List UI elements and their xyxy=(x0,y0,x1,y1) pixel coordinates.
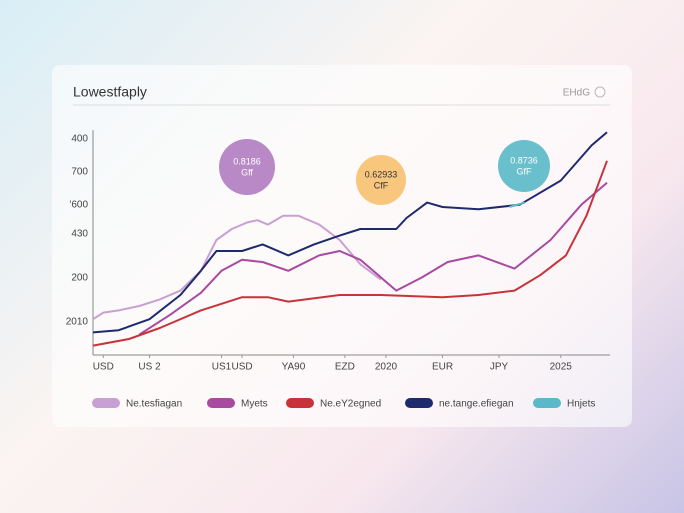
series-line xyxy=(92,214,382,321)
y-tick-label: 2010 xyxy=(66,317,89,328)
y-tick-label: '600 xyxy=(69,200,88,211)
y-tick-label: 400 xyxy=(71,134,88,145)
x-tick-label: YA90 xyxy=(282,362,306,373)
series-line xyxy=(138,182,608,336)
y-tick-label: 430 xyxy=(71,229,88,240)
annotation-bubble xyxy=(356,155,406,205)
legend-swatch xyxy=(405,398,433,408)
badge: EHdG xyxy=(563,88,590,99)
annotation-bubble xyxy=(219,139,275,195)
x-tick-label: 2025 xyxy=(550,362,573,373)
series-line xyxy=(509,201,526,208)
x-tick-label: USD xyxy=(93,362,114,373)
legend-label: Ne.tesfiagan xyxy=(126,399,182,410)
legend-swatch xyxy=(207,398,235,408)
x-tick-label: EUR xyxy=(432,362,453,373)
annotation-text: 0.8186 xyxy=(233,156,261,166)
y-tick-label: 200 xyxy=(71,273,88,284)
legend-label: Myets xyxy=(241,399,268,410)
y-tick-label: 700 xyxy=(71,167,88,178)
series-line xyxy=(92,160,608,347)
annotation-text: CfF xyxy=(374,180,389,190)
x-tick-label: EZD xyxy=(335,362,355,373)
x-tick-label: 2020 xyxy=(375,362,398,373)
legend-label: Ne.eY2egned xyxy=(320,399,381,410)
annotation-text: Gff xyxy=(241,167,253,177)
legend-label: ne.tange.efiegan xyxy=(439,399,514,410)
icon xyxy=(594,86,606,98)
legend-label: Hnjets xyxy=(567,399,595,410)
legend-swatch xyxy=(92,398,120,408)
annotation-text: 0.62933 xyxy=(365,169,398,179)
annotation-text: 0.8736 xyxy=(510,155,538,165)
x-tick-label: US 2 xyxy=(138,362,161,373)
legend-swatch xyxy=(286,398,314,408)
annotation-bubble xyxy=(498,140,550,192)
chart-title: Lowestfaply xyxy=(73,84,147,100)
legend-swatch xyxy=(533,398,561,408)
annotation-text: GfF xyxy=(517,166,533,176)
card xyxy=(52,65,632,427)
series-line xyxy=(92,131,608,334)
x-tick-label: US1 xyxy=(212,362,232,373)
x-tick-label: USD xyxy=(231,362,252,373)
x-tick-label: JPY xyxy=(490,362,509,373)
